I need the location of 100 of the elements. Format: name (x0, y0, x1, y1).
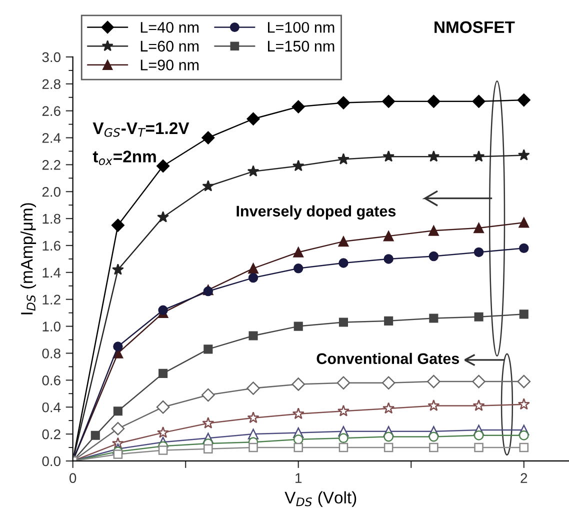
legend-label: L=40 nm (140, 22, 199, 33)
point (201, 388, 215, 402)
point (157, 211, 169, 222)
y-tick-label: 1.0 (42, 322, 60, 332)
point (428, 225, 439, 236)
point (248, 442, 258, 452)
point (111, 218, 124, 232)
point (519, 243, 529, 254)
point (248, 272, 258, 283)
point (428, 399, 440, 411)
y-tick-label: 2.2 (42, 160, 60, 170)
legend-label: L=150 nm (268, 40, 334, 52)
point (474, 247, 484, 258)
point (382, 94, 396, 108)
point (248, 263, 258, 274)
point (336, 376, 350, 390)
point (382, 150, 395, 162)
point (382, 376, 396, 390)
y-tick-label: 1.6 (42, 240, 60, 251)
point (338, 442, 348, 452)
point (472, 374, 486, 388)
y-tick-label: 0.0 (42, 456, 60, 466)
point (384, 254, 394, 264)
point (474, 222, 484, 234)
point (472, 399, 485, 411)
point (113, 342, 123, 352)
point (111, 422, 125, 436)
annotation: t$_{ox}$=2nm (92, 150, 156, 166)
annotation: Conventional Gates (316, 352, 460, 364)
point (90, 430, 100, 440)
point (384, 316, 394, 326)
point (427, 94, 440, 108)
point (337, 404, 350, 416)
point (336, 96, 350, 110)
y-tick-label: 2.6 (42, 106, 60, 116)
point (427, 374, 440, 388)
point (157, 426, 170, 438)
point (474, 312, 484, 322)
y-tick-label: 0.6 (42, 376, 60, 386)
point (292, 160, 304, 172)
x-tick-label: 2 (520, 473, 528, 483)
point (338, 153, 350, 164)
legend-label: L=90 nm (140, 60, 199, 70)
point (113, 450, 123, 459)
point (158, 368, 168, 378)
y-tick-label: 0.8 (42, 348, 60, 358)
point (247, 165, 260, 177)
y-tick-label: 2.4 (42, 133, 61, 143)
point (384, 442, 394, 452)
point (518, 398, 530, 410)
point (292, 378, 306, 391)
point (294, 442, 303, 452)
legend-label: L=100 nm (268, 22, 334, 33)
point (112, 264, 124, 275)
point (519, 442, 529, 452)
point (292, 408, 304, 420)
point (474, 430, 484, 440)
point (338, 258, 348, 268)
point (517, 374, 531, 388)
point (156, 160, 170, 173)
y-tick-label: 3.0 (42, 52, 60, 62)
point (384, 432, 394, 442)
point (293, 434, 304, 444)
x-axis-title: V$_{DS}$ (Volt) (284, 491, 356, 507)
point (428, 150, 440, 162)
y-tick-label: 1.4 (42, 268, 61, 278)
point (338, 318, 348, 327)
point (113, 406, 122, 416)
y-tick-label: 0.4 (42, 402, 61, 412)
point (518, 430, 529, 440)
point (204, 344, 213, 354)
y-axis-title: I$_{DS}$ (mAmp/μm) (20, 203, 36, 314)
point (382, 402, 395, 414)
point (472, 94, 486, 108)
point (338, 433, 348, 444)
point (202, 416, 214, 428)
y-tick-label: 2.8 (42, 79, 60, 90)
point (518, 217, 530, 228)
point (246, 382, 260, 395)
point (246, 112, 260, 126)
point (517, 94, 530, 107)
point (428, 432, 439, 442)
point (248, 331, 258, 340)
point (383, 230, 394, 242)
point (474, 442, 484, 452)
point (428, 251, 439, 262)
annotation: V$_{GS}$-V$_{T}$=1.2V (92, 122, 190, 137)
point (202, 131, 215, 144)
annotation: Inversely doped gates (236, 205, 396, 220)
x-tick-label: 1 (296, 473, 302, 483)
point (519, 310, 528, 319)
y-tick-label: 0.2 (42, 429, 60, 440)
x-tick-label: 0 (70, 473, 76, 483)
legend-label: L=60 nm (140, 40, 199, 52)
point (518, 149, 530, 160)
point (294, 264, 304, 274)
y-tick-label: 1.8 (42, 214, 60, 224)
point (429, 314, 438, 323)
point (156, 400, 170, 414)
point (204, 444, 213, 454)
